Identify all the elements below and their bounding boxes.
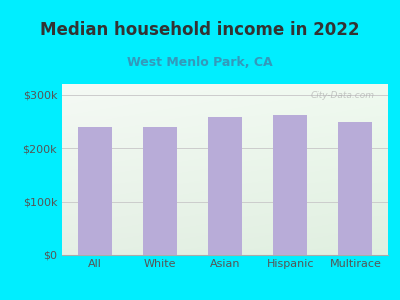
Text: West Menlo Park, CA: West Menlo Park, CA [127,56,273,68]
Bar [78,127,112,255]
Bar [338,122,372,255]
Bar [143,127,177,255]
Text: Median household income in 2022: Median household income in 2022 [40,21,360,39]
Text: City-Data.com: City-Data.com [311,91,375,100]
Bar [208,117,242,255]
Bar [273,115,307,255]
